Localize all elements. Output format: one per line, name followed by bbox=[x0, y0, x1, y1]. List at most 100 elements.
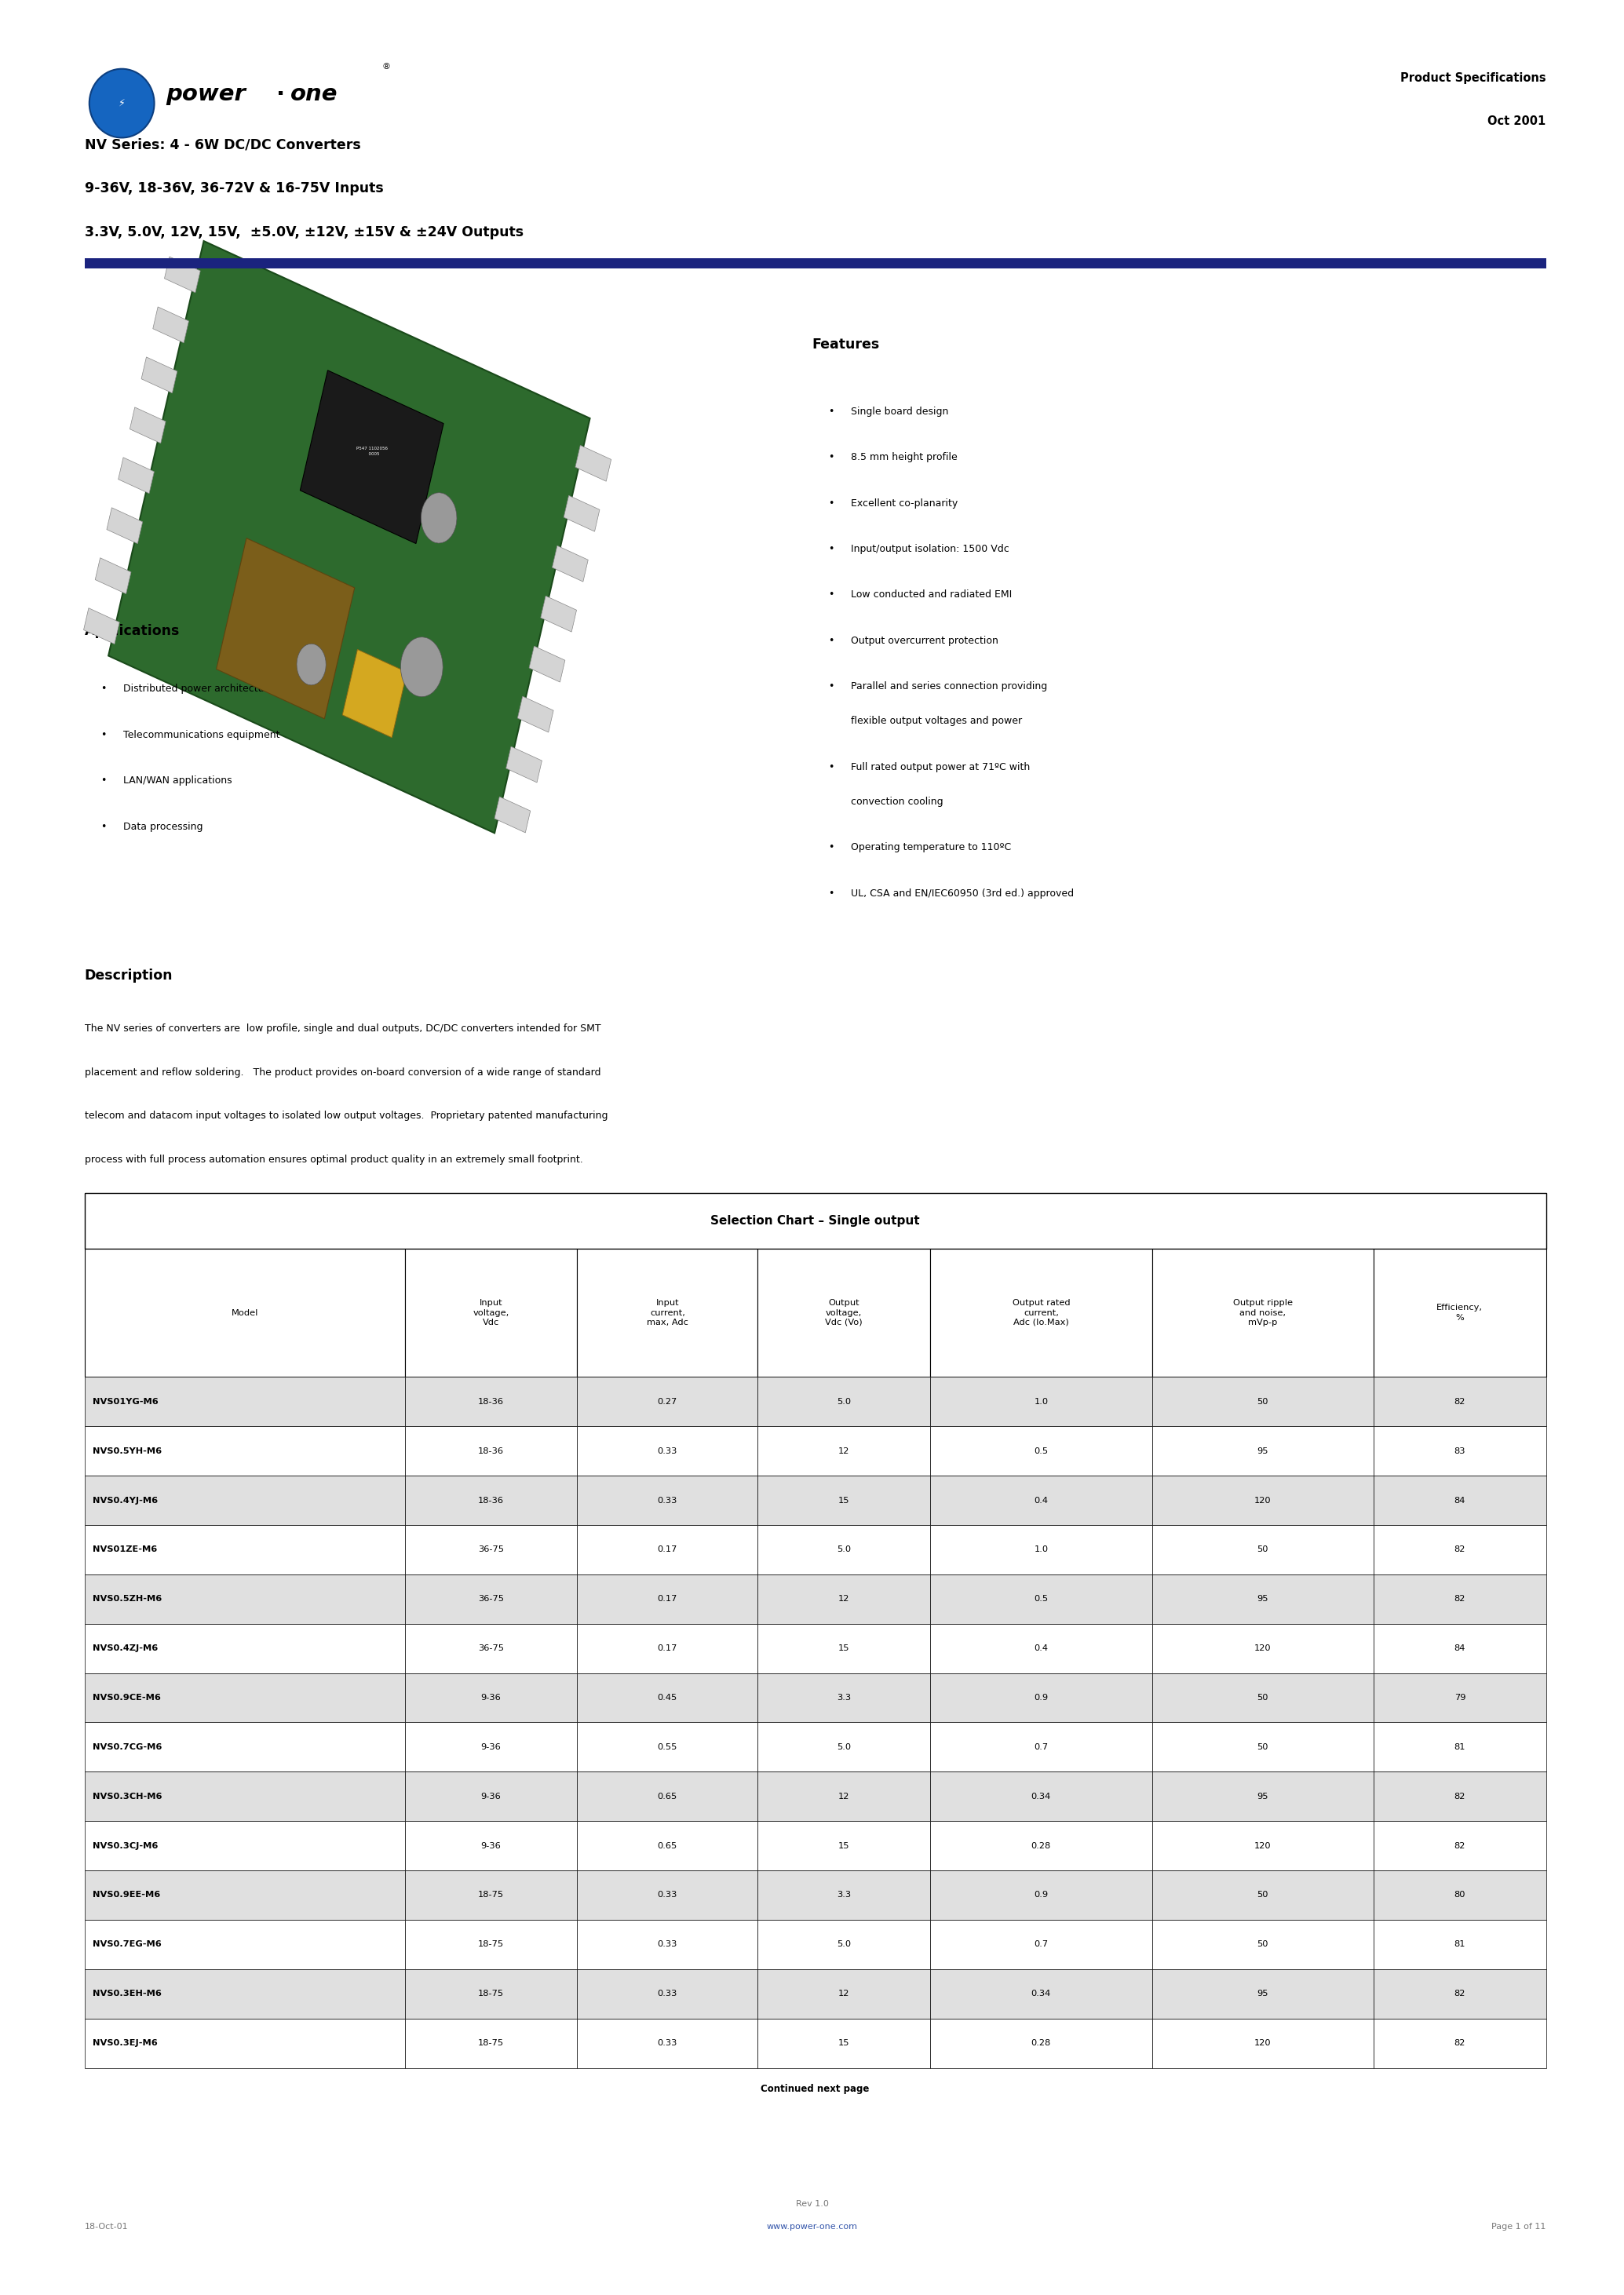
Bar bbox=[577, 2020, 758, 2068]
Bar bbox=[507, 746, 542, 783]
Text: 0.33: 0.33 bbox=[658, 1942, 677, 1948]
Bar bbox=[577, 1772, 758, 1822]
Bar bbox=[577, 1673, 758, 1724]
Text: 9-36: 9-36 bbox=[481, 1694, 502, 1701]
Text: Features: Features bbox=[812, 337, 880, 351]
Bar bbox=[577, 1377, 758, 1427]
Bar bbox=[404, 1427, 577, 1476]
Bar bbox=[1151, 1248, 1374, 1377]
Text: 82: 82 bbox=[1453, 1547, 1465, 1554]
Bar bbox=[83, 608, 120, 645]
Bar bbox=[84, 1822, 404, 1870]
Bar bbox=[404, 1526, 577, 1574]
Bar bbox=[1374, 1574, 1546, 1625]
Bar bbox=[109, 241, 590, 833]
Text: www.power-one.com: www.power-one.com bbox=[767, 2224, 857, 2231]
Text: 9-36V, 18-36V, 36-72V & 16-75V Inputs: 9-36V, 18-36V, 36-72V & 16-75V Inputs bbox=[84, 181, 383, 195]
Bar bbox=[577, 1870, 758, 1921]
Text: 50: 50 bbox=[1257, 1744, 1268, 1751]
Text: flexible output voltages and power: flexible output voltages and power bbox=[851, 716, 1021, 725]
Text: 81: 81 bbox=[1453, 1744, 1465, 1751]
Bar bbox=[84, 1870, 404, 1921]
Bar bbox=[130, 406, 166, 443]
Bar bbox=[1374, 1248, 1546, 1377]
Text: Parallel and series connection providing: Parallel and series connection providing bbox=[851, 682, 1047, 691]
Bar bbox=[404, 1969, 577, 2020]
Text: NVS0.5ZH-M6: NVS0.5ZH-M6 bbox=[93, 1595, 162, 1602]
Text: Single board design: Single board design bbox=[851, 406, 948, 415]
Text: 3.3V, 5.0V, 12V, 15V,  ±5.0V, ±12V, ±15V & ±24V Outputs: 3.3V, 5.0V, 12V, 15V, ±5.0V, ±12V, ±15V … bbox=[84, 225, 523, 239]
Text: 0.9: 0.9 bbox=[1034, 1694, 1047, 1701]
Text: •: • bbox=[101, 776, 107, 785]
Text: •: • bbox=[828, 452, 835, 461]
Text: 15: 15 bbox=[838, 1496, 849, 1503]
Bar bbox=[1374, 1377, 1546, 1427]
Bar bbox=[931, 1921, 1151, 1969]
Bar bbox=[577, 1574, 758, 1625]
Text: Model: Model bbox=[231, 1308, 258, 1317]
Text: 12: 12 bbox=[838, 1595, 849, 1602]
Text: 12: 12 bbox=[838, 1448, 849, 1455]
Text: •: • bbox=[828, 406, 835, 415]
Bar bbox=[1374, 1427, 1546, 1476]
Bar bbox=[1374, 1673, 1546, 1724]
Text: placement and reflow soldering.   The product provides on-board conversion of a : placement and reflow soldering. The prod… bbox=[84, 1067, 601, 1076]
Text: 18-36: 18-36 bbox=[477, 1398, 503, 1405]
Bar bbox=[1374, 1724, 1546, 1772]
Text: 0.9: 0.9 bbox=[1034, 1891, 1047, 1898]
Bar bbox=[758, 1625, 931, 1673]
Text: Operating temperature to 110ºC: Operating temperature to 110ºC bbox=[851, 842, 1012, 851]
Text: 0.4: 0.4 bbox=[1034, 1646, 1047, 1652]
Bar bbox=[164, 257, 200, 294]
Bar bbox=[404, 1574, 577, 1625]
Text: 3.3: 3.3 bbox=[836, 1891, 851, 1898]
Bar bbox=[931, 1526, 1151, 1574]
Bar bbox=[1374, 2020, 1546, 2068]
Bar bbox=[1151, 1724, 1374, 1772]
Text: Full rated output power at 71ºC with: Full rated output power at 71ºC with bbox=[851, 762, 1030, 771]
Bar bbox=[1151, 1526, 1374, 1574]
Bar bbox=[931, 1377, 1151, 1427]
Text: •: • bbox=[828, 888, 835, 897]
Text: 0.33: 0.33 bbox=[658, 2040, 677, 2047]
Text: 0.4: 0.4 bbox=[1034, 1496, 1047, 1503]
Bar bbox=[758, 2020, 931, 2068]
Bar bbox=[84, 1772, 404, 1822]
Text: 8.5 mm height profile: 8.5 mm height profile bbox=[851, 452, 958, 461]
Text: 3.3: 3.3 bbox=[836, 1694, 851, 1701]
Text: Output
voltage,
Vdc (Vo): Output voltage, Vdc (Vo) bbox=[825, 1299, 862, 1327]
Bar bbox=[1151, 1969, 1374, 2020]
Text: Data processing: Data processing bbox=[123, 822, 203, 831]
Text: 82: 82 bbox=[1453, 1595, 1465, 1602]
Text: •: • bbox=[828, 762, 835, 771]
Bar bbox=[758, 1772, 931, 1822]
Bar bbox=[404, 1724, 577, 1772]
Text: 84: 84 bbox=[1453, 1496, 1465, 1503]
Text: 84: 84 bbox=[1453, 1646, 1465, 1652]
Bar bbox=[758, 1476, 931, 1526]
Text: 18-36: 18-36 bbox=[477, 1448, 503, 1455]
Text: 82: 82 bbox=[1453, 1398, 1465, 1405]
Text: NVS0.9EE-M6: NVS0.9EE-M6 bbox=[93, 1891, 161, 1898]
Bar bbox=[404, 1377, 577, 1427]
Text: 9-36: 9-36 bbox=[481, 1744, 502, 1751]
Circle shape bbox=[401, 638, 443, 698]
Text: NVS0.4ZJ-M6: NVS0.4ZJ-M6 bbox=[93, 1646, 158, 1652]
Bar bbox=[1151, 1673, 1374, 1724]
Bar bbox=[758, 1377, 931, 1427]
Bar bbox=[931, 1822, 1151, 1870]
Text: 18-75: 18-75 bbox=[477, 1891, 503, 1898]
Bar bbox=[931, 2020, 1151, 2068]
Text: 0.5: 0.5 bbox=[1034, 1595, 1047, 1602]
Bar bbox=[529, 647, 565, 682]
Text: 12: 12 bbox=[838, 1792, 849, 1799]
Text: 0.65: 0.65 bbox=[658, 1843, 677, 1850]
Text: 0.33: 0.33 bbox=[658, 1990, 677, 1997]
Bar bbox=[758, 1822, 931, 1870]
Text: NVS0.3EJ-M6: NVS0.3EJ-M6 bbox=[93, 2040, 158, 2047]
Text: Output rated
current,
Adc (Io.Max): Output rated current, Adc (Io.Max) bbox=[1012, 1299, 1070, 1327]
Text: •: • bbox=[828, 636, 835, 645]
Bar bbox=[758, 1921, 931, 1969]
Bar bbox=[577, 1969, 758, 2020]
Text: NVS0.7EG-M6: NVS0.7EG-M6 bbox=[93, 1942, 161, 1948]
